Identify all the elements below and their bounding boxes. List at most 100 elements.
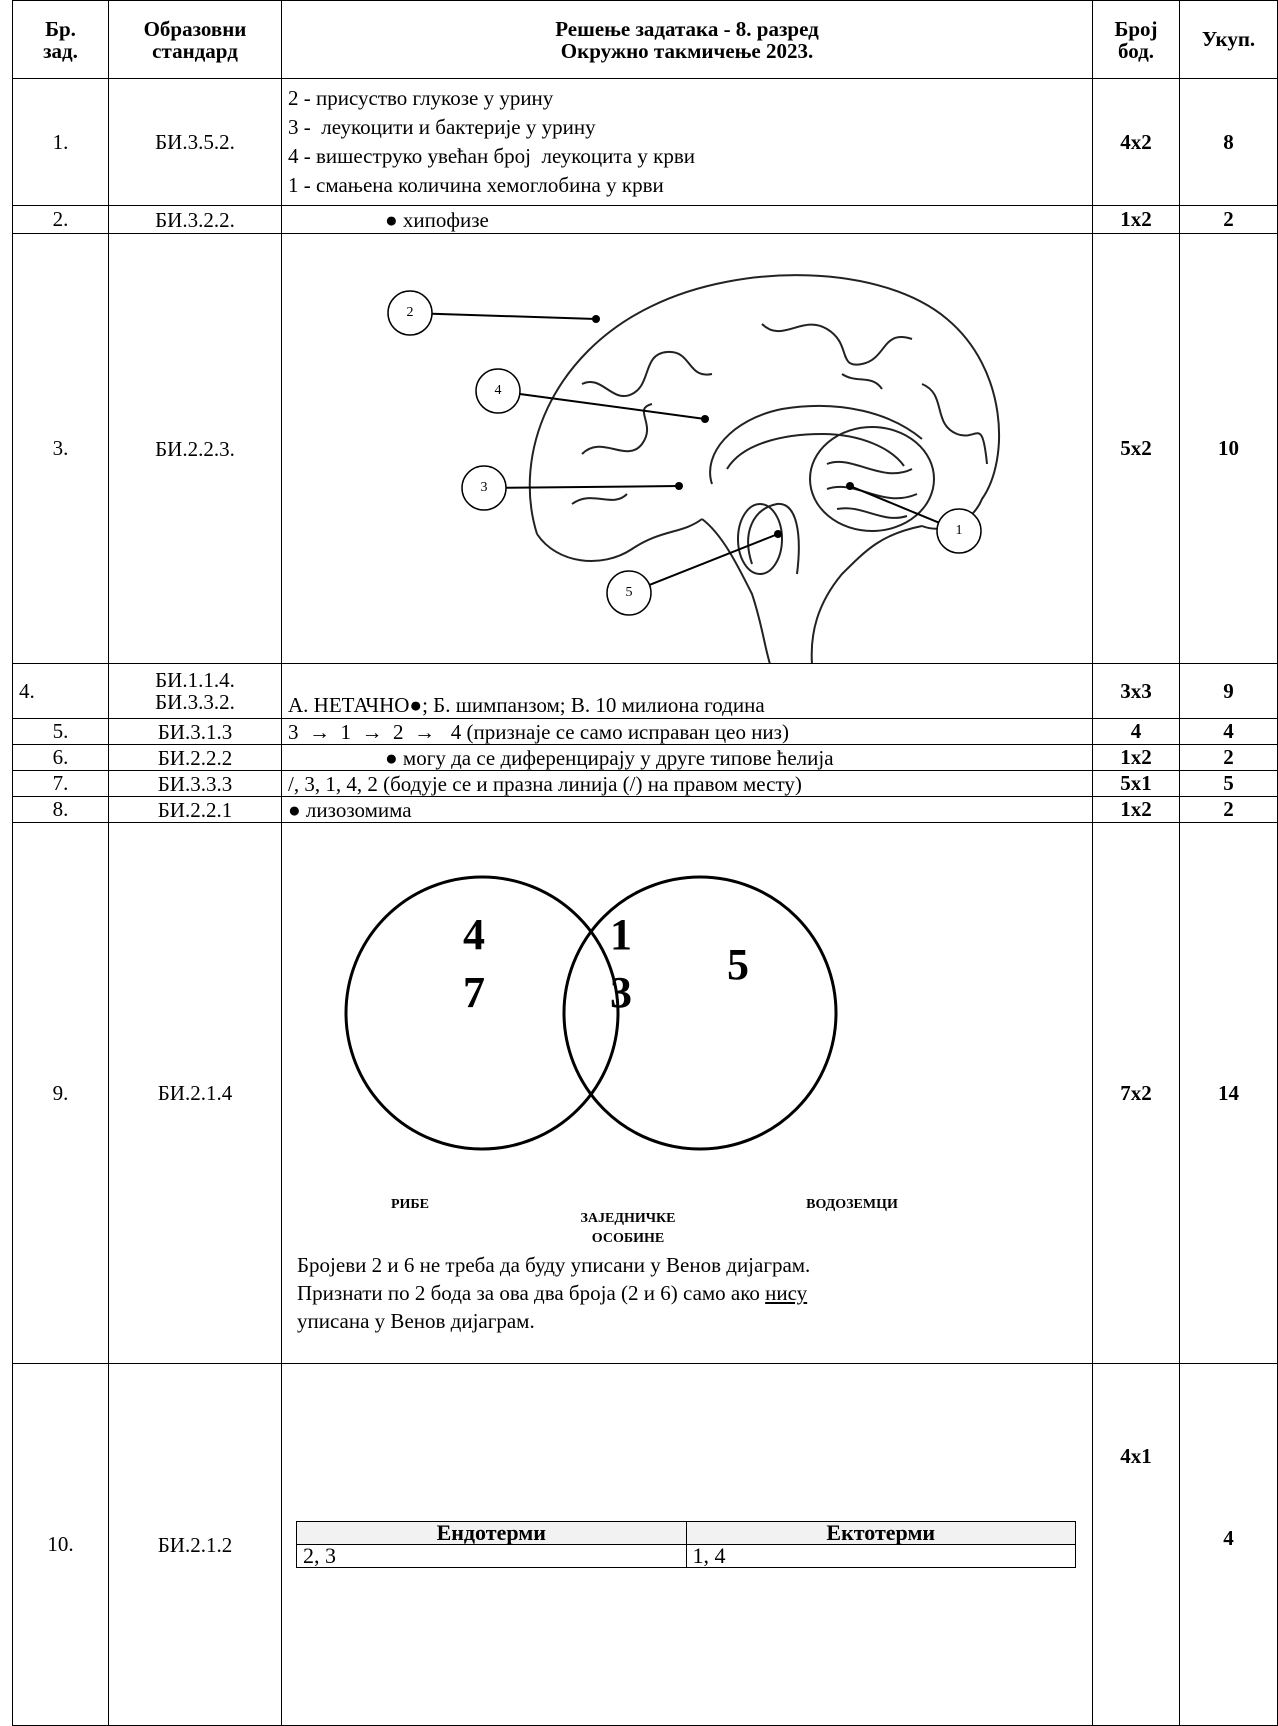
points: 1x2 [1092, 205, 1180, 234]
points: 3x3 [1092, 663, 1180, 719]
answer: 2 - присуство глукозе у урину 3 - леукоци… [281, 78, 1093, 206]
answer-line: /, 3, 1, 4, 2 (бодује се и празна линија… [288, 771, 802, 796]
standard-code: БИ.2.1.2 [157, 1532, 233, 1557]
answer: ● могу да се диференцирају у друге типов… [281, 744, 1093, 771]
label: ОСОБИНЕ [592, 1231, 664, 1246]
label: 5 [727, 940, 749, 989]
total: 5 [1179, 770, 1278, 797]
note-text: Признати по 2 бода за ова два броја (2 и… [297, 1281, 766, 1305]
inner-cell: 1, 4 [685, 1544, 1076, 1568]
standard-code: БИ.3.3.2. [155, 690, 235, 714]
standard: БИ.1.1.4. БИ.3.3.2. [108, 663, 282, 719]
label: 1 [956, 523, 963, 538]
standard: БИ.3.1.3 [108, 718, 282, 745]
task-row: 9. БИ.2.1.4 4 7 1 3 5 РИБЕ ЗАЈЕДНИЧКЕ ОСОБИНЕ ВОДО… [12, 822, 1278, 1364]
total: 10 [1179, 233, 1278, 664]
brain-outline [581, 350, 713, 397]
venn-diagram: 4 7 1 3 5 РИБЕ ЗАЈЕДНИЧКЕ ОСОБИНЕ ВОДОЗЕМЦИ [344, 875, 898, 1246]
classification-table: Ендотерми Ектотерми 2, 3 1, 4 [296, 1521, 1076, 1568]
label: 7 [463, 968, 485, 1017]
header-cell: Бр. зад. [12, 0, 109, 79]
pointer-line [431, 312, 597, 320]
points: 5x2 [1092, 233, 1180, 664]
label: РИБЕ [391, 1197, 429, 1212]
note-line: уписана у Венов дијаграм. [297, 1309, 535, 1333]
task-row: 2. БИ.3.2.2. ● хипофизе 1x2 2 [12, 205, 1278, 234]
pointer-dot [675, 482, 683, 490]
note-line: Бројеви 2 и 6 не треба да буду уписани у… [297, 1253, 811, 1277]
answer: А. НЕТАЧНО●; Б. шимпанзом; В. 10 милиона… [281, 663, 1093, 719]
answer: /, 3, 1, 4, 2 (бодује се и празна линија… [281, 770, 1093, 797]
task-row: 8. БИ.2.2.1 ● лизозомима 1x2 2 [12, 796, 1278, 823]
task-row: 6. БИ.2.2.2 ● могу да се диференцирају у д… [12, 744, 1278, 771]
standard-code: БИ.3.3.3 [157, 771, 233, 796]
task-row: 4. БИ.1.1.4. БИ.3.3.2. А. НЕТАЧНО●; Б. шимп… [12, 663, 1278, 719]
standard-code: БИ.3.2.2. [155, 207, 235, 232]
standard: БИ.2.1.4 [108, 822, 282, 1364]
label-circle [475, 368, 521, 414]
brain-diagram: 1 2 3 4 5 [387, 274, 1001, 663]
standard: БИ.2.2.3. [108, 233, 282, 664]
total: 8 [1179, 78, 1278, 206]
task-number: 1. [12, 78, 109, 206]
task-number: 4. [12, 663, 109, 719]
task-row: 7. БИ.3.3.3 /, 3, 1, 4, 2 (бодује се и пра… [12, 770, 1278, 797]
label: 5 [626, 585, 633, 600]
brain-outline [841, 373, 883, 390]
standard-code: БИ.3.1.3 [157, 719, 233, 744]
points: 4 [1092, 718, 1180, 745]
answer-line: 3 - леукоцити и бактерије у урину [288, 115, 596, 139]
pointer-line [849, 485, 940, 524]
header-text: стандард [152, 38, 238, 63]
standard-code: БИ.2.2.2 [157, 745, 233, 770]
label: 4 [495, 383, 502, 398]
standard: БИ.2.2.2 [108, 744, 282, 771]
task-number: 10. [12, 1363, 109, 1726]
answer: 3 → 1 → 2 → 4 (признаје се само исправан… [281, 718, 1093, 745]
answer: ● хипофизе [281, 205, 1093, 234]
brain-outline [528, 274, 1001, 535]
answer: 4 7 1 3 5 РИБЕ ЗАЈЕДНИЧКЕ ОСОБИНЕ ВОДОЗЕМЦИ Броје… [281, 822, 1093, 1364]
note: Бројеви 2 и 6 не треба да буду уписани у… [297, 1251, 810, 1335]
inner-header: Ендотерми Ектотерми [296, 1521, 1076, 1545]
points: 1x2 [1092, 744, 1180, 771]
task-number: 9. [12, 822, 109, 1364]
points: 4x2 [1092, 78, 1180, 206]
header-cell: Број бод. [1092, 0, 1180, 79]
answer-line: А. НЕТАЧНО●; Б. шимпанзом; В. 10 милиона… [288, 693, 765, 717]
total: 2 [1179, 796, 1278, 823]
label: 1 [610, 910, 632, 959]
task-number: 8. [12, 796, 109, 823]
brain-drawing [528, 274, 1001, 663]
task-number: 3. [12, 233, 109, 664]
cerebellum-folds [836, 507, 908, 519]
header-cell: Образовни стандард [108, 0, 282, 79]
label: ЗАЈЕДНИЧКЕ [580, 1211, 675, 1226]
header-text: Образовни [143, 16, 247, 41]
header-text: Број [1114, 16, 1158, 41]
standard-code: БИ.2.2.3. [155, 436, 235, 461]
pointer-dot [701, 415, 709, 423]
standard: БИ.3.5.2. [108, 78, 282, 206]
label-circle [461, 465, 507, 511]
pointer-dot [846, 482, 854, 490]
answer-line: ● хипофизе [385, 207, 489, 232]
pointer-dot [592, 315, 600, 323]
points: 7x2 [1092, 822, 1180, 1364]
total: 9 [1179, 663, 1278, 719]
label: 3 [610, 968, 632, 1017]
header-row: Бр. зад. Образовни стандард Решење задатака … [12, 0, 1278, 79]
standard-code: БИ.1.1.4. [155, 668, 235, 692]
answer: Ендотерми Ектотерми 2, 3 1, 4 [281, 1363, 1093, 1726]
brain-outline [810, 525, 923, 663]
label: 3 [481, 480, 488, 495]
standard: БИ.3.2.2. [108, 205, 282, 234]
label-circle [606, 570, 652, 616]
task-row: 5. БИ.3.1.3 3 → 1 → 2 → 4 (признаје се сам… [12, 718, 1278, 745]
pointer-line [649, 533, 779, 586]
total: 2 [1179, 205, 1278, 234]
header-text: Бр. [45, 16, 76, 41]
answer-line: ● лизозомима [288, 797, 412, 822]
answer-line: 2 - присуство глукозе у урину [288, 86, 554, 110]
